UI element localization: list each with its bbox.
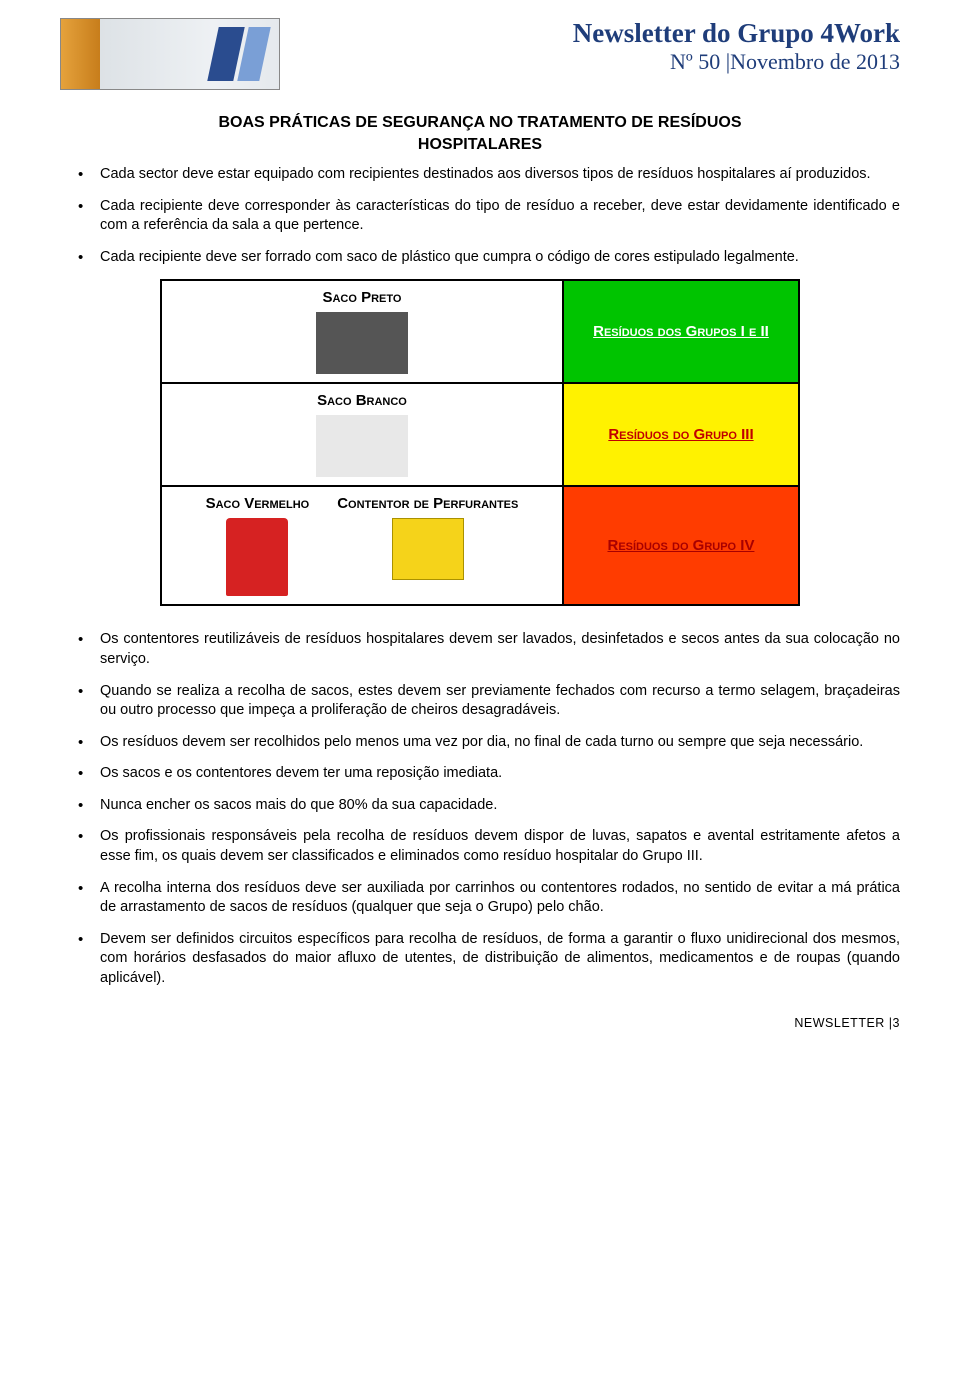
title-line-1: BOAS PRÁTICAS DE SEGURANÇA NO TRATAMENTO… xyxy=(219,114,742,131)
logo-image xyxy=(60,18,280,90)
cell-grupo-iii: Resíduos do Grupo III xyxy=(563,383,799,486)
list-item: Os resíduos devem ser recolhidos pelo me… xyxy=(100,733,900,753)
list-item: Os sacos e os contentores devem ter uma … xyxy=(100,764,900,784)
newsletter-title: Newsletter do Grupo 4Work xyxy=(573,18,900,49)
cell-grupo-iv: Resíduos do Grupo IV xyxy=(563,486,799,605)
bullet-list-top: Cada sector deve estar equipado com reci… xyxy=(60,165,900,267)
list-item: Os profissionais responsáveis pela recol… xyxy=(100,827,900,866)
col-saco-vermelho: Saco Vermelho xyxy=(206,495,310,596)
list-item: Cada recipiente deve ser forrado com sac… xyxy=(100,248,900,268)
residue-group-label: Resíduos do Grupo III xyxy=(608,425,753,445)
col-contentor-perfurantes: Contentor de Perfurantes xyxy=(337,495,518,580)
page-footer: NEWSLETTER |3 xyxy=(60,1016,900,1030)
header-titles: Newsletter do Grupo 4Work Nº 50 |Novembr… xyxy=(573,18,900,75)
list-item: Cada recipiente deve corresponder às car… xyxy=(100,197,900,236)
cell-saco-vermelho-contentor: Saco Vermelho Contentor de Perfurantes xyxy=(161,486,563,605)
bag-label: Saco Preto xyxy=(322,289,401,306)
page-header: Newsletter do Grupo 4Work Nº 50 |Novembr… xyxy=(60,18,900,90)
newsletter-issue: Nº 50 |Novembro de 2013 xyxy=(573,49,900,75)
table-row: Saco Preto Resíduos dos Grupos I e II xyxy=(161,280,799,383)
color-code-table-wrap: Saco Preto Resíduos dos Grupos I e II Sa… xyxy=(60,279,900,606)
table-row: Saco Branco Resíduos do Grupo III xyxy=(161,383,799,486)
document-title: BOAS PRÁTICAS DE SEGURANÇA NO TRATAMENTO… xyxy=(60,112,900,155)
page-number: 3 xyxy=(893,1016,900,1030)
list-item: Cada sector deve estar equipado com reci… xyxy=(100,165,900,185)
bag-label: Saco Branco xyxy=(317,392,407,409)
cell-saco-preto: Saco Preto xyxy=(161,280,563,383)
footer-label: NEWSLETTER | xyxy=(794,1016,892,1030)
list-item: Devem ser definidos circuitos específico… xyxy=(100,930,900,989)
title-line-2: HOSPITALARES xyxy=(418,136,542,153)
list-item: Quando se realiza a recolha de sacos, es… xyxy=(100,682,900,721)
cell-saco-branco: Saco Branco xyxy=(161,383,563,486)
residue-group-label: Resíduos do Grupo IV xyxy=(607,536,754,556)
list-item: Nunca encher os sacos mais do que 80% da… xyxy=(100,796,900,816)
residue-group-label: Resíduos dos Grupos I e II xyxy=(593,322,769,342)
list-item: Os contentores reutilizáveis de resíduos… xyxy=(100,630,900,669)
black-bag-image xyxy=(316,312,408,374)
bullet-list-bottom: Os contentores reutilizáveis de resíduos… xyxy=(60,630,900,988)
red-bag-image xyxy=(226,518,288,596)
bag-label: Saco Vermelho xyxy=(206,495,310,512)
cell-grupo-i-ii: Resíduos dos Grupos I e II xyxy=(563,280,799,383)
container-label: Contentor de Perfurantes xyxy=(337,495,518,512)
list-item: A recolha interna dos resíduos deve ser … xyxy=(100,879,900,918)
white-bag-image xyxy=(316,415,408,477)
sharps-container-image xyxy=(392,518,464,580)
color-code-table: Saco Preto Resíduos dos Grupos I e II Sa… xyxy=(160,279,800,606)
table-row: Saco Vermelho Contentor de Perfurantes R… xyxy=(161,486,799,605)
